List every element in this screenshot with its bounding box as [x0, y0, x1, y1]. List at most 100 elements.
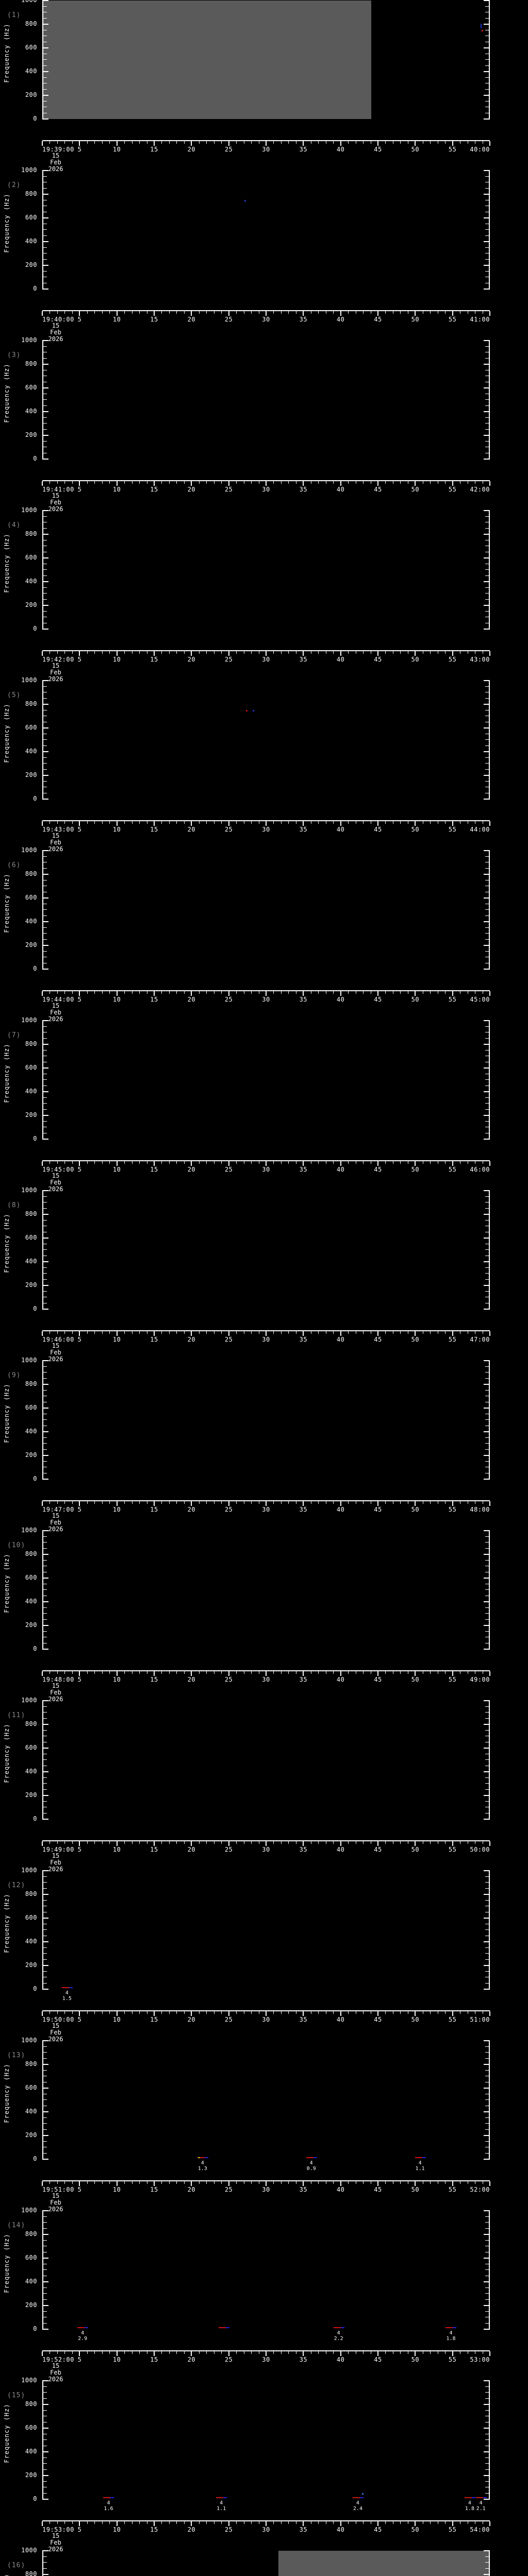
- y-tick-right: [485, 2323, 489, 2324]
- y-tick: [43, 1748, 48, 1749]
- x-tick: [266, 1331, 267, 1336]
- x-tick: [176, 991, 177, 994]
- x-tick-label: 40: [336, 826, 345, 833]
- x-tick-label: 25: [224, 486, 233, 493]
- x-tick: [273, 1161, 274, 1164]
- x-axis-start-label: 19:43:00: [42, 826, 74, 833]
- x-tick-label: 30: [262, 2186, 270, 2193]
- y-tick: [43, 2099, 47, 2100]
- x-tick: [176, 821, 177, 824]
- y-tick: [43, 364, 48, 365]
- x-tick-label: 10: [112, 2356, 121, 2363]
- x-tick: [445, 991, 446, 994]
- x-tick: [109, 991, 110, 994]
- x-tick: [489, 2181, 490, 2186]
- x-tick-label: 55: [448, 2356, 457, 2363]
- y-tick-right: [484, 364, 489, 365]
- y-tick-right: [485, 745, 489, 746]
- x-axis: [42, 1500, 490, 1501]
- x-tick: [42, 2521, 43, 2526]
- x-tick: [139, 2011, 140, 2014]
- x-tick: [124, 481, 125, 484]
- plot-area-16: [42, 2550, 490, 2576]
- x-tick: [42, 821, 43, 826]
- x-tick: [430, 2521, 431, 2524]
- x-tick: [131, 1331, 133, 1334]
- x-tick-label: 25: [224, 2186, 233, 2193]
- x-tick: [161, 1671, 162, 1674]
- y-tick-right: [484, 1479, 489, 1480]
- x-tick: [445, 1501, 446, 1504]
- x-tick: [236, 311, 237, 314]
- y-tick: [43, 951, 47, 952]
- y-tick: [43, 2129, 47, 2130]
- y-tick: [43, 1900, 47, 1901]
- x-axis-end-label: 49:00: [470, 1676, 490, 1683]
- y-tick-right: [484, 411, 489, 412]
- x-tick: [236, 1671, 237, 1674]
- x-tick-label: 35: [299, 1846, 308, 1853]
- x-tick: [139, 821, 140, 824]
- y-axis-left: [42, 2380, 43, 2500]
- x-tick-label: 55: [448, 1676, 457, 1683]
- x-tick-label: 35: [299, 146, 308, 153]
- x-tick: [273, 2181, 274, 2184]
- x-tick: [400, 821, 401, 824]
- x-tick: [318, 2181, 319, 2184]
- x-tick-label: 25: [224, 2526, 233, 2533]
- x-tick: [169, 1671, 170, 1674]
- y-tick-right: [485, 856, 489, 857]
- x-tick: [109, 481, 110, 484]
- y-tick-right: [485, 2556, 489, 2557]
- x-tick: [251, 1671, 252, 1674]
- x-axis-end-label: 50:00: [470, 1846, 490, 1853]
- y-tick-right: [485, 1971, 489, 1972]
- y-tick-right: [484, 1139, 489, 1140]
- y-tick-label: 200: [25, 1621, 37, 1629]
- y-tick-label: 1000: [21, 2377, 37, 2384]
- x-tick-label: 55: [448, 1506, 457, 1513]
- x-axis-end-label: 46:00: [470, 1166, 490, 1173]
- y-tick: [43, 557, 48, 558]
- y-tick-label: 600: [25, 1744, 37, 1751]
- y-tick-label: 600: [25, 44, 37, 51]
- x-tick-label: 15: [150, 2356, 158, 2363]
- x-tick: [385, 1161, 386, 1164]
- x-tick-label: 35: [299, 826, 308, 833]
- x-tick: [340, 1161, 341, 1166]
- x-tick: [385, 2521, 386, 2524]
- y-tick: [43, 1560, 47, 1561]
- x-tick: [161, 2351, 162, 2354]
- x-tick: [191, 2351, 192, 2356]
- y-tick: [43, 358, 47, 359]
- x-axis-end-label: 40:00: [470, 146, 490, 153]
- y-tick: [43, 340, 48, 341]
- y-tick: [43, 1273, 47, 1274]
- x-tick: [445, 2011, 446, 2014]
- x-axis: [42, 650, 490, 651]
- x-tick: [236, 651, 237, 654]
- x-tick: [385, 651, 386, 654]
- x-tick-label: 55: [448, 486, 457, 493]
- date-line: 15: [52, 2362, 60, 2369]
- x-tick-label: 15: [150, 1676, 158, 1683]
- x-tick: [415, 141, 416, 146]
- x-tick-label: 50: [411, 1676, 420, 1683]
- y-tick-right: [484, 194, 489, 195]
- x-tick-label: 20: [187, 316, 196, 323]
- event-bar-red: [415, 2157, 423, 2158]
- y-tick-right: [485, 2216, 489, 2217]
- y-tick-label: 0: [33, 1475, 37, 1482]
- y-tick-label: 600: [25, 2254, 37, 2261]
- y-tick: [43, 850, 48, 851]
- y-tick-right: [485, 763, 489, 764]
- y-tick-label: 400: [25, 1598, 37, 1605]
- y-tick-label: 0: [33, 1135, 37, 1142]
- y-tick-right: [485, 939, 489, 940]
- x-tick: [109, 1841, 110, 1844]
- x-tick: [333, 2351, 334, 2354]
- x-tick: [124, 2521, 125, 2524]
- y-tick: [43, 1384, 48, 1385]
- x-tick: [452, 1161, 453, 1166]
- x-tick-label: 20: [187, 486, 196, 493]
